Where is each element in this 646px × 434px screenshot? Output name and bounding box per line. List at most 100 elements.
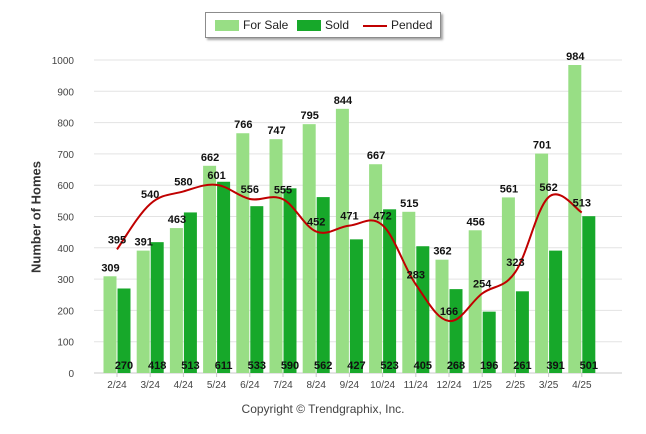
for-sale-data-label: 766 xyxy=(234,119,252,131)
sold-data-label: 405 xyxy=(414,360,432,372)
pended-data-label: 323 xyxy=(506,257,524,269)
pended-data-label: 166 xyxy=(440,306,458,318)
sold-data-label: 501 xyxy=(580,360,598,372)
x-tick-label: 3/24 xyxy=(140,380,160,391)
for-sale-data-label: 984 xyxy=(566,51,585,63)
y-tick-label: 200 xyxy=(57,306,74,317)
y-axis-ticks: 0 100 200 300 400 500 600 700 800 900 1000 xyxy=(52,56,75,380)
x-tick-label: 9/24 xyxy=(340,380,360,391)
for-sale-bar xyxy=(501,197,515,373)
sold-data-label: 562 xyxy=(314,360,332,372)
pended-data-label: 540 xyxy=(141,189,159,201)
x-axis-ticks: 2/24 3/24 4/24 5/24 6/24 7/24 8/24 9/24 10/24 11/… xyxy=(107,373,592,391)
sold-data-label: 418 xyxy=(148,360,166,372)
pended-data-label: 580 xyxy=(174,176,192,188)
pended-data-label: 254 xyxy=(473,278,492,290)
x-tick-label: 6/24 xyxy=(240,380,260,391)
pended-data-label: 601 xyxy=(207,170,225,182)
for-sale-bar xyxy=(568,65,582,374)
sold-bar xyxy=(349,239,363,373)
x-tick-label: 8/24 xyxy=(306,380,326,391)
sold-bar xyxy=(582,216,596,373)
x-tick-label: 4/24 xyxy=(174,380,194,391)
sold-bar xyxy=(217,181,231,373)
y-tick-label: 700 xyxy=(57,150,74,161)
for-sale-bars xyxy=(103,65,582,374)
pended-data-label: 283 xyxy=(407,269,425,281)
for-sale-data-label: 463 xyxy=(168,214,186,226)
for-sale-bar xyxy=(203,165,217,373)
sold-bars xyxy=(117,181,596,373)
sold-bar xyxy=(449,289,463,373)
y-tick-label: 0 xyxy=(68,369,74,380)
for-sale-data-label: 561 xyxy=(500,183,518,195)
sold-data-label: 268 xyxy=(447,360,465,372)
sold-data-label: 611 xyxy=(215,360,233,372)
sold-bar xyxy=(250,206,264,373)
y-axis-title: Number of Homes xyxy=(28,161,44,273)
sold-bar xyxy=(117,288,131,373)
for-sale-bar xyxy=(535,153,549,373)
for-sale-bar xyxy=(136,250,150,373)
x-tick-label: 12/24 xyxy=(436,380,461,391)
for-sale-bar xyxy=(468,230,482,373)
y-tick-label: 300 xyxy=(57,275,74,286)
for-sale-bar xyxy=(369,164,383,373)
for-sale-data-label: 844 xyxy=(334,95,353,107)
sold-bar xyxy=(515,291,529,373)
sold-data-label: 261 xyxy=(513,360,531,372)
sold-data-label: 513 xyxy=(181,360,199,372)
for-sale-bar xyxy=(169,228,183,373)
x-tick-label: 2/25 xyxy=(506,380,526,391)
for-sale-data-label: 795 xyxy=(301,110,319,122)
pended-data-label: 472 xyxy=(373,210,391,222)
for-sale-data-label: 309 xyxy=(101,262,119,274)
sold-data-label: 590 xyxy=(281,360,299,372)
y-tick-label: 500 xyxy=(57,213,74,224)
for-sale-data-label: 391 xyxy=(135,237,153,249)
y-tick-label: 100 xyxy=(57,338,74,349)
legend-swatch-sold xyxy=(297,20,321,31)
x-tick-label: 3/25 xyxy=(539,380,559,391)
y-tick-label: 600 xyxy=(57,181,74,192)
legend-swatch-for-sale xyxy=(215,20,239,31)
pended-data-label: 513 xyxy=(573,197,591,209)
legend-label-for-sale: For Sale xyxy=(243,18,289,32)
for-sale-bar xyxy=(269,139,283,373)
sold-bar xyxy=(549,250,563,373)
for-sale-data-label: 515 xyxy=(400,198,418,210)
y-tick-label: 400 xyxy=(57,244,74,255)
for-sale-data-label: 701 xyxy=(533,140,551,152)
y-tick-label: 1000 xyxy=(52,56,75,67)
for-sale-data-label: 662 xyxy=(201,152,219,164)
pended-data-label: 471 xyxy=(340,211,358,223)
sold-data-label: 427 xyxy=(347,360,365,372)
x-tick-label: 2/24 xyxy=(107,380,127,391)
legend: For Sale Sold Pended xyxy=(205,12,441,38)
copyright-text: Copyright © Trendgraphix, Inc. xyxy=(241,402,405,416)
for-sale-bar xyxy=(236,133,250,373)
for-sale-data-label: 667 xyxy=(367,150,385,162)
x-tick-label: 1/25 xyxy=(472,380,492,391)
sold-bar xyxy=(316,197,330,373)
sold-bar xyxy=(383,209,397,373)
pended-data-label: 555 xyxy=(274,184,292,196)
sold-data-label: 196 xyxy=(480,360,498,372)
pended-data-label: 395 xyxy=(108,234,126,246)
for-sale-bar xyxy=(302,124,316,373)
legend-label-sold: Sold xyxy=(325,18,350,32)
pended-data-label: 562 xyxy=(539,182,557,194)
x-tick-label: 5/24 xyxy=(207,380,227,391)
for-sale-data-label: 747 xyxy=(267,125,285,137)
sold-bar xyxy=(150,242,164,373)
sold-bar xyxy=(283,188,297,373)
for-sale-bar xyxy=(103,276,117,373)
for-sale-bar xyxy=(435,259,449,373)
sold-bar xyxy=(482,311,496,373)
legend-line-pended xyxy=(363,25,387,27)
for-sale-data-label: 362 xyxy=(433,246,451,258)
sold-bar xyxy=(416,246,430,373)
legend-label-pended: Pended xyxy=(391,18,433,32)
sold-data-label: 270 xyxy=(115,360,133,372)
